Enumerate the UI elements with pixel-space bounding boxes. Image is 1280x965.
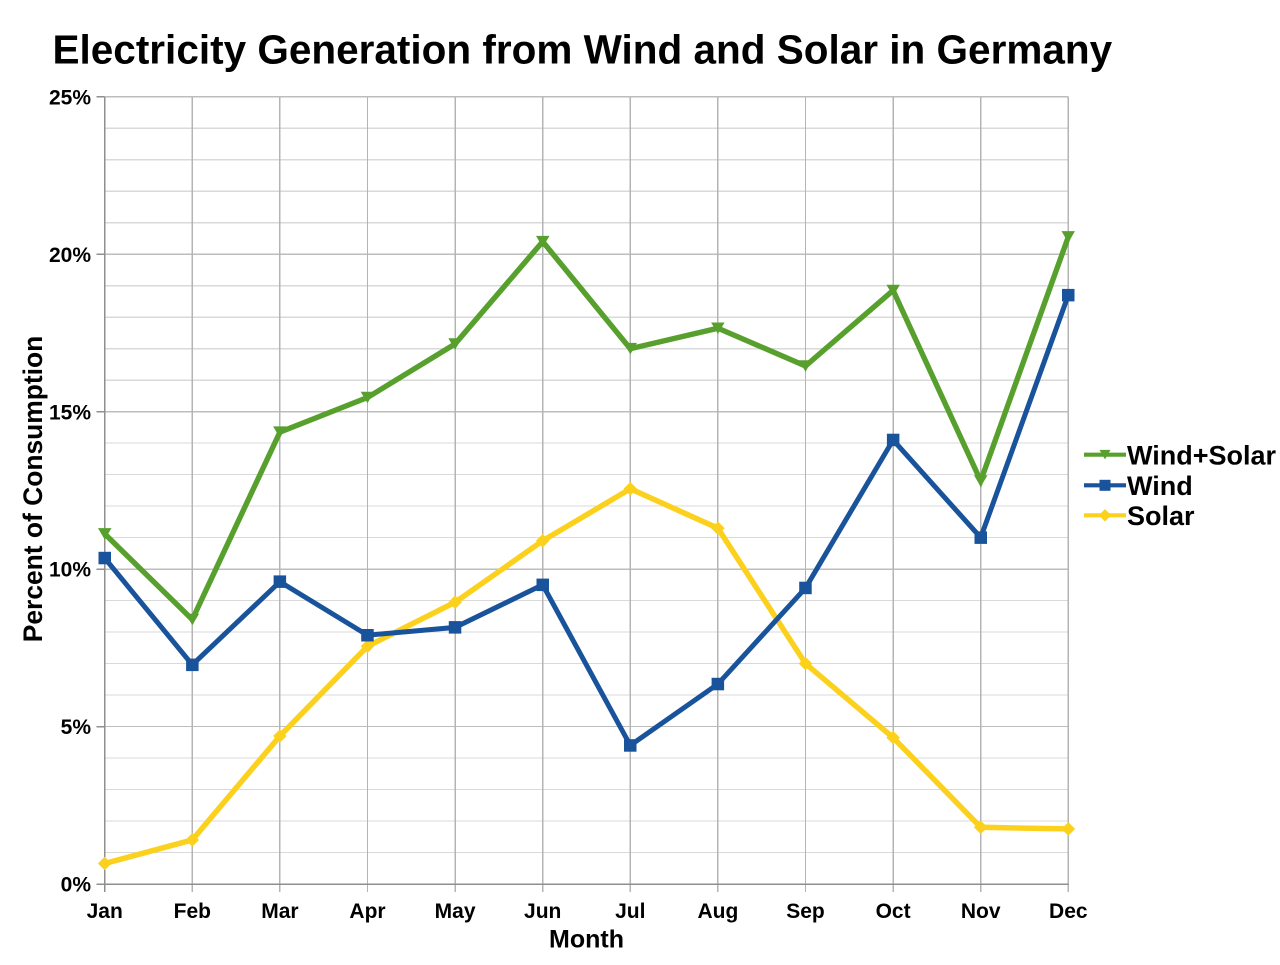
svg-text:Solar: Solar: [1127, 501, 1195, 531]
svg-text:May: May: [435, 900, 476, 923]
svg-text:Aug: Aug: [697, 900, 738, 923]
svg-text:0%: 0%: [61, 874, 92, 897]
svg-text:15%: 15%: [49, 401, 91, 424]
svg-text:Jan: Jan: [87, 900, 123, 923]
svg-text:Wind: Wind: [1127, 471, 1193, 501]
svg-text:Dec: Dec: [1049, 900, 1088, 923]
svg-text:5%: 5%: [61, 716, 92, 739]
svg-text:Month: Month: [549, 926, 624, 954]
svg-text:Electricity Generation from Wi: Electricity Generation from Wind and Sol…: [53, 27, 1113, 73]
svg-text:10%: 10%: [49, 559, 91, 582]
svg-text:Sep: Sep: [786, 900, 825, 923]
svg-text:Wind+Solar: Wind+Solar: [1127, 440, 1277, 470]
svg-text:Jun: Jun: [524, 900, 561, 923]
svg-text:Oct: Oct: [876, 900, 911, 923]
svg-text:25%: 25%: [49, 86, 91, 109]
svg-text:Apr: Apr: [349, 900, 385, 923]
svg-text:Percent of Consumption: Percent of Consumption: [18, 336, 48, 642]
svg-text:Feb: Feb: [174, 900, 211, 923]
svg-text:Mar: Mar: [261, 900, 298, 923]
svg-text:20%: 20%: [49, 244, 91, 267]
svg-text:Jul: Jul: [615, 900, 645, 923]
svg-text:Nov: Nov: [961, 900, 1001, 923]
